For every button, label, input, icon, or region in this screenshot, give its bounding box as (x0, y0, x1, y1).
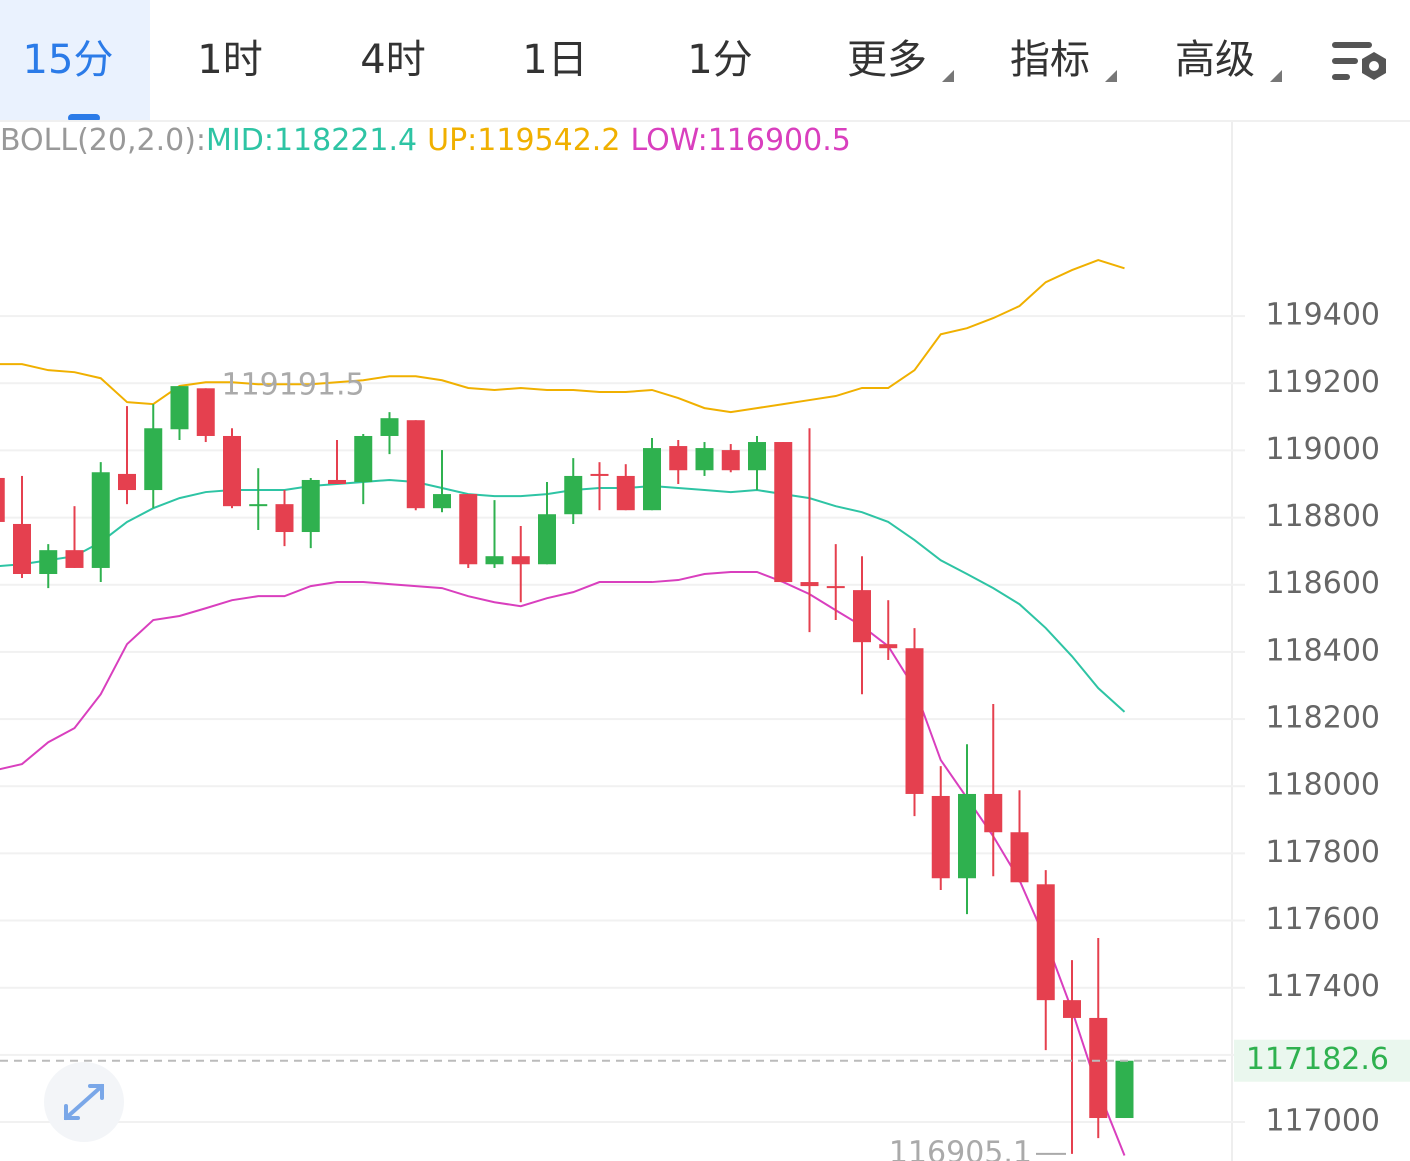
tab[interactable]: 1时 (197, 37, 262, 83)
y-tick-label: 118400 (1265, 633, 1380, 668)
candle-body (170, 386, 189, 430)
indicator-label: BOLL(20,2.0): (0, 123, 206, 158)
candle-body (1010, 832, 1029, 883)
candle-body (931, 795, 950, 879)
candle-body (13, 523, 31, 575)
tab[interactable]: 1分 (687, 37, 752, 83)
tab[interactable]: 15分 (23, 37, 114, 83)
candle-body (669, 446, 688, 471)
indicator-legend: BOLL(20,2.0):MID:118221.4 UP:119542.2 LOW:… (0, 123, 851, 158)
legend-entry: MID:118221.4 (206, 123, 417, 158)
candle-body (511, 556, 530, 565)
candle-body (249, 504, 268, 507)
y-tick-label: 117400 (1265, 969, 1380, 1004)
legend-entry: LOW:116900.5 (630, 123, 850, 158)
candle-body (91, 472, 110, 568)
candle-body (695, 448, 714, 471)
candle-body (879, 644, 898, 649)
candle-body (380, 418, 399, 436)
candle-body (39, 550, 58, 575)
candle-body (196, 388, 215, 436)
high-marker-label: 119191.5 (222, 368, 365, 403)
candle-body (826, 586, 845, 589)
tab-bar: 15分 1时 4时 1日 1分 更多 指标 高级 (0, 0, 1282, 122)
tab[interactable]: 指标 (1010, 37, 1090, 83)
candle-body (328, 479, 346, 485)
last-price-label: 117182.6 (1246, 1042, 1389, 1077)
candle-body (538, 514, 556, 565)
candle-body (643, 448, 661, 511)
dropdown-caret (1270, 70, 1282, 82)
candle-body (433, 494, 451, 509)
candle-body (1089, 1017, 1108, 1119)
candle-body (1036, 884, 1055, 1001)
candle-body (984, 793, 1003, 833)
y-tick-label: 118000 (1265, 768, 1380, 803)
candle-body (748, 442, 766, 471)
tab[interactable]: 1日 (522, 37, 587, 83)
y-tick-label: 118200 (1265, 701, 1380, 736)
candle-body (118, 473, 136, 491)
y-tick-label: 117600 (1265, 902, 1380, 937)
boll-line (0, 570, 1126, 1156)
candle-body (800, 582, 819, 587)
settings-icon[interactable] (1332, 42, 1386, 80)
tab[interactable]: 高级 (1175, 37, 1255, 83)
candle-body (485, 556, 504, 565)
tab[interactable]: 4时 (360, 37, 425, 83)
y-tick-label: 119000 (1265, 432, 1380, 467)
y-tick-label: 118800 (1265, 499, 1380, 534)
expand-button[interactable] (44, 1062, 124, 1142)
candle-body (721, 450, 740, 471)
candle-body (144, 428, 163, 491)
plot-area (0, 258, 1134, 1156)
candle-body (354, 435, 373, 482)
candle-body (590, 473, 609, 476)
y-axis: 1170001172001174001176001178001180001182… (1265, 298, 1380, 1139)
low-marker-label: 116905.1 (889, 1135, 1032, 1161)
dropdown-caret (1105, 70, 1117, 82)
tab-active-bg (0, 0, 150, 120)
candle-body (564, 475, 583, 515)
candle-body (65, 550, 84, 568)
y-tick-label: 117800 (1265, 835, 1380, 870)
candle-body (905, 648, 924, 794)
candle-body (0, 477, 5, 522)
candle-body (1063, 1000, 1081, 1018)
grid (0, 315, 1245, 1124)
candle-body (459, 494, 478, 565)
candle-body (958, 793, 976, 879)
candle-body (223, 435, 241, 507)
dropdown-caret (942, 70, 954, 82)
boll-line (0, 258, 1125, 414)
candle-body (616, 475, 635, 511)
legend-entry: UP:119542.2 (427, 123, 620, 158)
candle-body (406, 420, 425, 509)
candle-body (275, 504, 294, 533)
y-tick-label: 119400 (1265, 298, 1380, 333)
boll-line (0, 478, 1126, 713)
y-tick-label: 117000 (1265, 1104, 1380, 1139)
tab[interactable]: 更多 (847, 37, 927, 83)
candle-body (1115, 1060, 1134, 1119)
candle-body (853, 590, 871, 643)
last-price-bg (1234, 1039, 1410, 1082)
y-tick-label: 119200 (1265, 365, 1380, 400)
candle-body (774, 442, 793, 583)
candle-body (301, 479, 320, 533)
y-tick-label: 118600 (1265, 566, 1380, 601)
